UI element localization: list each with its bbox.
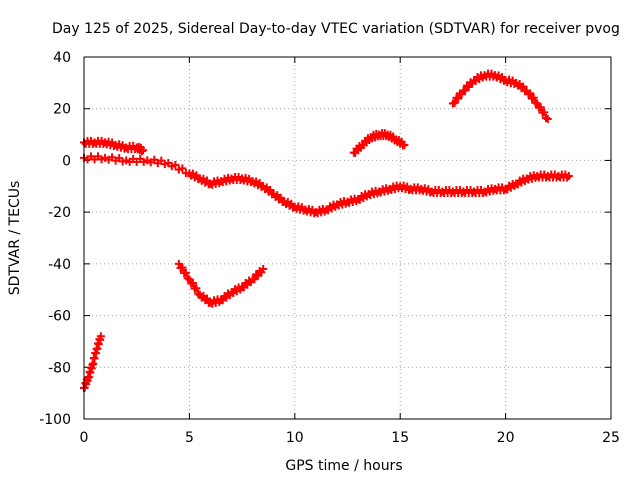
- x-tick-label: 15: [391, 430, 409, 446]
- data-point: [139, 146, 148, 155]
- data-point: [536, 103, 545, 112]
- chart-title: Day 125 of 2025, Sidereal Day-to-day VTE…: [52, 21, 620, 37]
- series-arc-midday-bump: [349, 129, 409, 157]
- x-tick-label: 5: [185, 430, 194, 446]
- data-point: [266, 185, 275, 194]
- data-point: [529, 93, 538, 102]
- y-tick-label: -40: [48, 257, 71, 273]
- y-tick-label: -20: [48, 205, 71, 221]
- data-point: [96, 332, 105, 341]
- x-tick-label: 20: [497, 430, 515, 446]
- data-point: [543, 115, 552, 124]
- series-arc-main: [80, 152, 573, 218]
- data-point: [137, 147, 146, 156]
- y-tick-label: 0: [62, 153, 71, 169]
- y-tick-label: -80: [48, 360, 71, 376]
- data-point: [171, 160, 180, 169]
- x-axis-label: GPS time / hours: [285, 458, 402, 474]
- data-point: [202, 294, 211, 303]
- series-arc-evening-hump: [448, 69, 552, 124]
- y-axis-label: SDTVAR / TECUs: [7, 181, 23, 296]
- data-point: [519, 82, 528, 91]
- y-tick-label: -60: [48, 309, 71, 325]
- x-tick-label: 25: [602, 430, 620, 446]
- data-point: [181, 268, 190, 277]
- data-point: [540, 108, 549, 117]
- axis-ticks: [83, 56, 612, 420]
- data-point: [192, 284, 201, 293]
- data-point: [454, 94, 463, 103]
- x-tick-label: 10: [286, 430, 304, 446]
- data-point: [178, 263, 187, 272]
- data-point: [188, 279, 197, 288]
- series-arc-morning-dip: [174, 259, 268, 308]
- data-point: [259, 265, 268, 274]
- data-points: [80, 69, 573, 392]
- data-point: [450, 98, 459, 107]
- series-arc-early-high: [80, 136, 148, 156]
- x-tick-label: 0: [80, 430, 89, 446]
- y-tick-label: 40: [53, 50, 71, 66]
- data-point: [564, 171, 573, 180]
- data-point: [276, 193, 285, 202]
- data-point: [178, 164, 187, 173]
- tick-labels: 0 5 10 15 20 25 -100 -80 -60 -40 -20 0 20 40: [39, 50, 620, 446]
- grid: [84, 57, 611, 419]
- y-tick-label: 20: [53, 102, 71, 118]
- plot-frame: [83, 56, 612, 420]
- data-point: [526, 89, 535, 98]
- data-point: [400, 140, 409, 149]
- y-tick-label: -100: [39, 412, 71, 428]
